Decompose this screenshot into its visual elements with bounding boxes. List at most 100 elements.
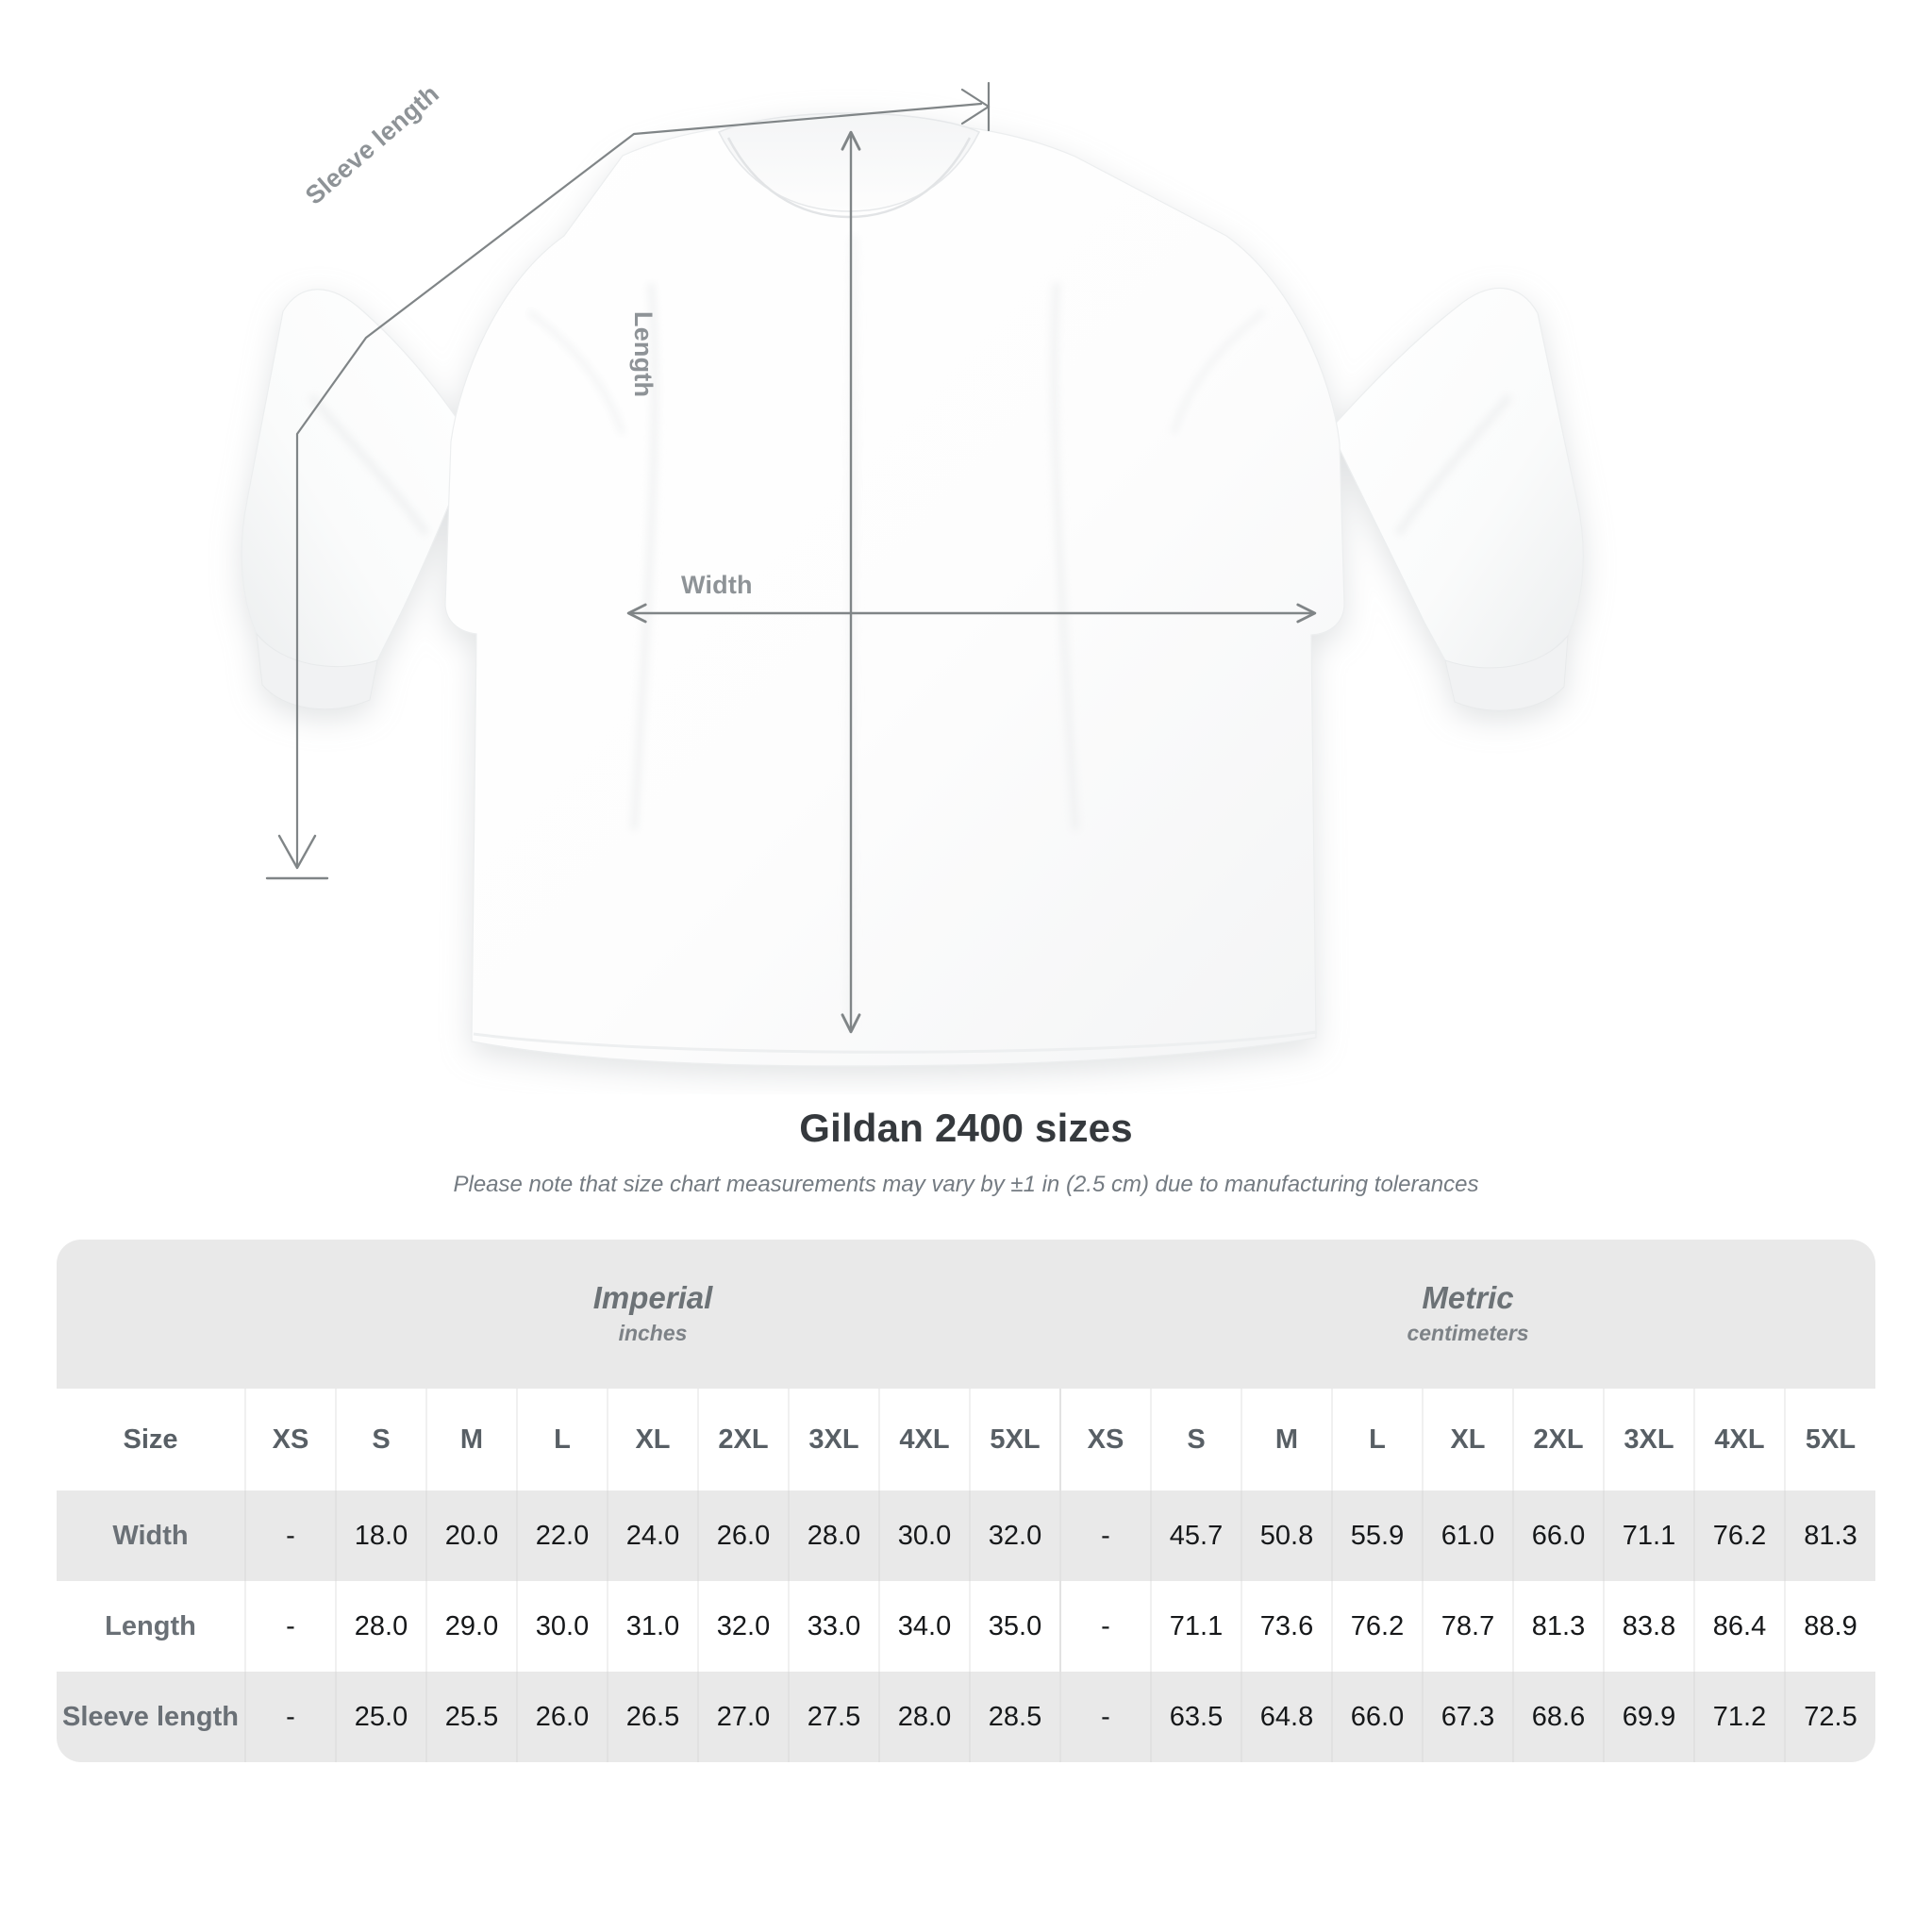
cell-imperial-xs: - xyxy=(244,1491,336,1581)
column-header-size: Size xyxy=(57,1389,245,1491)
cell-imperial-3xl: 33.0 xyxy=(788,1581,879,1672)
column-header-imperial-5xl: 5XL xyxy=(969,1389,1060,1491)
cell-metric-s: 63.5 xyxy=(1150,1672,1241,1762)
cell-imperial-3xl: 27.5 xyxy=(788,1672,879,1762)
cell-imperial-5xl: 32.0 xyxy=(969,1491,1060,1581)
cell-metric-l: 66.0 xyxy=(1331,1672,1423,1762)
unit-imperial-name: Imperial xyxy=(592,1280,713,1316)
unit-header-row: Imperial inches Metric centimeters xyxy=(57,1240,1876,1389)
unit-metric-sub: centimeters xyxy=(1407,1321,1529,1346)
cell-metric-l: 76.2 xyxy=(1331,1581,1423,1672)
cell-imperial-xl: 24.0 xyxy=(607,1491,698,1581)
unit-spacer-left xyxy=(57,1240,245,1389)
size-header-row: Size XS S M L XL 2XL 3XL 4XL 5XL XS S M L XL 2XL 3XL 4XL 5… xyxy=(57,1389,1876,1491)
cell-imperial-m: 25.5 xyxy=(425,1672,517,1762)
column-header-imperial-s: S xyxy=(335,1389,426,1491)
column-header-imperial-4xl: 4XL xyxy=(878,1389,970,1491)
cell-metric-5xl: 88.9 xyxy=(1783,1581,1876,1672)
column-header-metric-5xl: 5XL xyxy=(1783,1389,1876,1491)
garment-illustration: Sleeve length Length Width xyxy=(241,79,1584,1067)
cell-metric-4xl: 71.2 xyxy=(1693,1672,1785,1762)
cell-imperial-3xl: 28.0 xyxy=(788,1491,879,1581)
page-subtitle: Please note that size chart measurements… xyxy=(453,1172,1479,1197)
column-header-imperial-l: L xyxy=(516,1389,608,1491)
cell-metric-m: 50.8 xyxy=(1241,1491,1332,1581)
column-header-imperial-3xl: 3XL xyxy=(788,1389,879,1491)
measurement-overlay xyxy=(265,81,1317,1034)
column-header-metric-l: L xyxy=(1331,1389,1423,1491)
unit-metric-name: Metric xyxy=(1422,1280,1514,1316)
length-label: Length xyxy=(629,311,658,398)
cell-imperial-5xl: 28.5 xyxy=(969,1672,1060,1762)
cell-imperial-s: 25.0 xyxy=(335,1672,426,1762)
column-header-metric-3xl: 3XL xyxy=(1603,1389,1694,1491)
cell-metric-m: 73.6 xyxy=(1241,1581,1332,1672)
row-header-length: Length xyxy=(57,1581,245,1672)
column-header-imperial-xl: XL xyxy=(607,1389,698,1491)
cell-metric-xl: 78.7 xyxy=(1422,1581,1513,1672)
size-table-body: Width -18.0 20.0 22.0 24.0 26.0 28.0 30.0 32.0-4… xyxy=(57,1491,1876,1762)
cell-imperial-4xl: 30.0 xyxy=(878,1491,970,1581)
unit-imperial: Imperial inches xyxy=(245,1240,1060,1389)
cell-imperial-4xl: 34.0 xyxy=(878,1581,970,1672)
column-header-metric-4xl: 4XL xyxy=(1693,1389,1785,1491)
column-header-imperial-m: M xyxy=(425,1389,517,1491)
cell-imperial-l: 22.0 xyxy=(516,1491,608,1581)
cell-metric-l: 55.9 xyxy=(1331,1491,1423,1581)
column-header-metric-s: S xyxy=(1150,1389,1241,1491)
unit-imperial-sub: inches xyxy=(618,1321,688,1346)
page-title: Gildan 2400 sizes xyxy=(799,1106,1133,1150)
cell-imperial-xl: 26.5 xyxy=(607,1672,698,1762)
unit-metric: Metric centimeters xyxy=(1060,1240,1876,1389)
cell-metric-3xl: 83.8 xyxy=(1603,1581,1694,1672)
table-row: Sleeve length -25.0 25.5 26.0 26.5 27.0 27.5 28… xyxy=(57,1672,1876,1762)
cell-imperial-xs: - xyxy=(244,1672,336,1762)
table-row: Length -28.0 29.0 30.0 31.0 32.0 33.0 34.0 35.0-… xyxy=(57,1581,1876,1672)
cell-imperial-m: 20.0 xyxy=(425,1491,517,1581)
cell-imperial-4xl: 28.0 xyxy=(878,1672,970,1762)
column-header-metric-2xl: 2XL xyxy=(1512,1389,1604,1491)
hem-seam xyxy=(473,1030,1318,1054)
sleeve-length-guide xyxy=(265,81,991,880)
cell-metric-3xl: 71.1 xyxy=(1603,1491,1694,1581)
cell-metric-3xl: 69.9 xyxy=(1603,1672,1694,1762)
cell-imperial-l: 30.0 xyxy=(516,1581,608,1672)
cell-metric-4xl: 76.2 xyxy=(1693,1491,1785,1581)
cell-metric-xs: - xyxy=(1059,1672,1151,1762)
column-header-imperial-xs: XS xyxy=(244,1389,336,1491)
size-chart-table-wrapper: Imperial inches Metric centimeters Size X… xyxy=(57,1240,1876,1762)
cell-metric-5xl: 81.3 xyxy=(1783,1491,1876,1581)
row-header-sleeve-length: Sleeve length xyxy=(57,1672,245,1762)
cell-imperial-5xl: 35.0 xyxy=(969,1581,1060,1672)
title-block: Gildan 2400 sizes Please note that size … xyxy=(0,1094,1932,1198)
cell-imperial-2xl: 26.0 xyxy=(697,1491,789,1581)
cell-imperial-xl: 31.0 xyxy=(607,1581,698,1672)
cell-metric-s: 71.1 xyxy=(1150,1581,1241,1672)
left-cuff xyxy=(256,632,378,710)
column-header-metric-m: M xyxy=(1241,1389,1332,1491)
column-header-metric-xs: XS xyxy=(1059,1389,1151,1491)
cell-imperial-2xl: 27.0 xyxy=(697,1672,789,1762)
cell-metric-xl: 67.3 xyxy=(1422,1672,1513,1762)
table-row: Width -18.0 20.0 22.0 24.0 26.0 28.0 30.0 32.0-4… xyxy=(57,1491,1876,1581)
left-sleeve xyxy=(241,289,475,671)
column-header-metric-xl: XL xyxy=(1422,1389,1513,1491)
cell-imperial-2xl: 32.0 xyxy=(697,1581,789,1672)
right-cuff xyxy=(1444,634,1569,711)
cell-metric-xs: - xyxy=(1059,1581,1151,1672)
width-label: Width xyxy=(681,571,753,599)
cell-metric-2xl: 81.3 xyxy=(1512,1581,1604,1672)
cell-metric-s: 45.7 xyxy=(1150,1491,1241,1581)
cell-imperial-l: 26.0 xyxy=(516,1672,608,1762)
cell-metric-5xl: 72.5 xyxy=(1783,1672,1876,1762)
cell-metric-xl: 61.0 xyxy=(1422,1491,1513,1581)
row-header-width: Width xyxy=(57,1491,245,1581)
right-sleeve xyxy=(1329,287,1584,672)
cell-imperial-s: 28.0 xyxy=(335,1581,426,1672)
cell-imperial-m: 29.0 xyxy=(425,1581,517,1672)
cell-imperial-xs: - xyxy=(244,1581,336,1672)
size-chart-table: Imperial inches Metric centimeters Size X… xyxy=(57,1240,1876,1762)
cell-metric-m: 64.8 xyxy=(1241,1672,1332,1762)
column-header-imperial-2xl: 2XL xyxy=(697,1389,789,1491)
tshirt-figure xyxy=(241,112,1584,1067)
